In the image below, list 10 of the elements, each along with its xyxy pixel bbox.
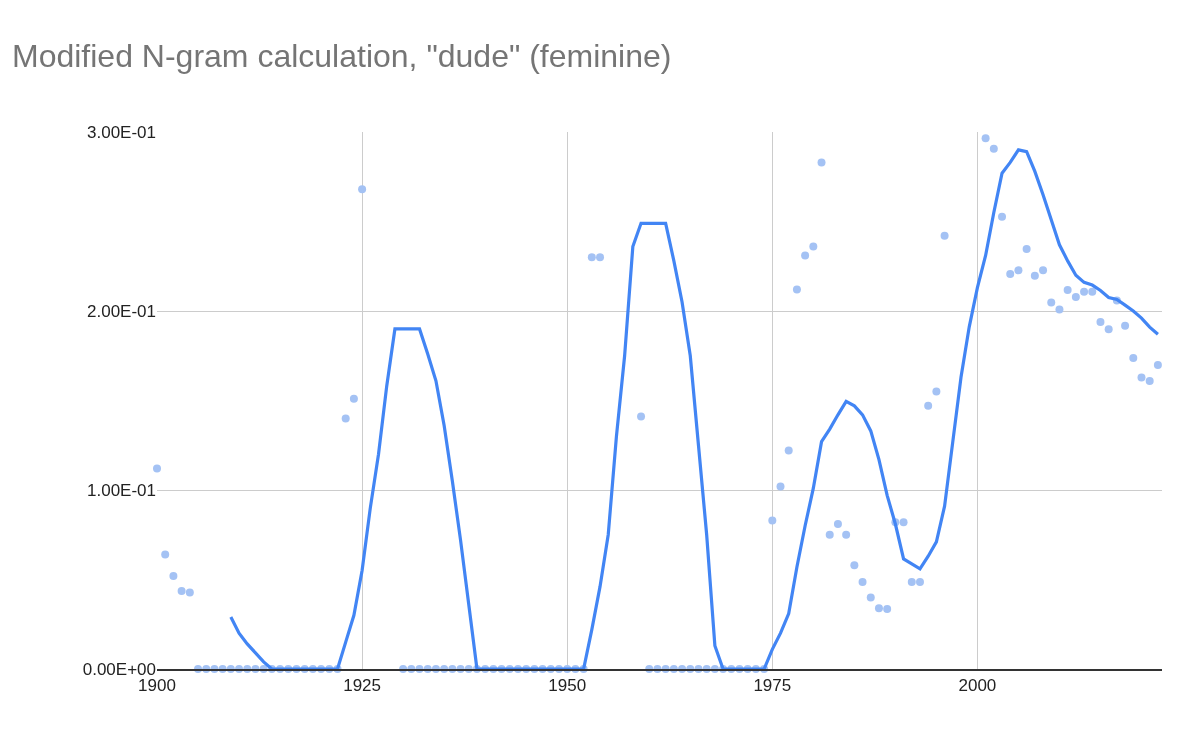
y-tick-label: 3.00E-01	[87, 122, 156, 142]
y-tick-label: 2.00E-01	[87, 301, 156, 321]
x-tick-label: 2000	[958, 676, 997, 696]
chart-title: Modified N-gram calculation, "dude" (feminine)	[12, 37, 672, 74]
y-tick-label: 0.00E+00	[82, 659, 156, 679]
x-tick-label: 1900	[138, 676, 176, 696]
x-tick-label: 1975	[753, 676, 792, 696]
y-tick-label: 1.00E-01	[87, 480, 156, 500]
x-tick-label: 1925	[343, 676, 382, 696]
x-tick-label: 1950	[548, 676, 587, 696]
